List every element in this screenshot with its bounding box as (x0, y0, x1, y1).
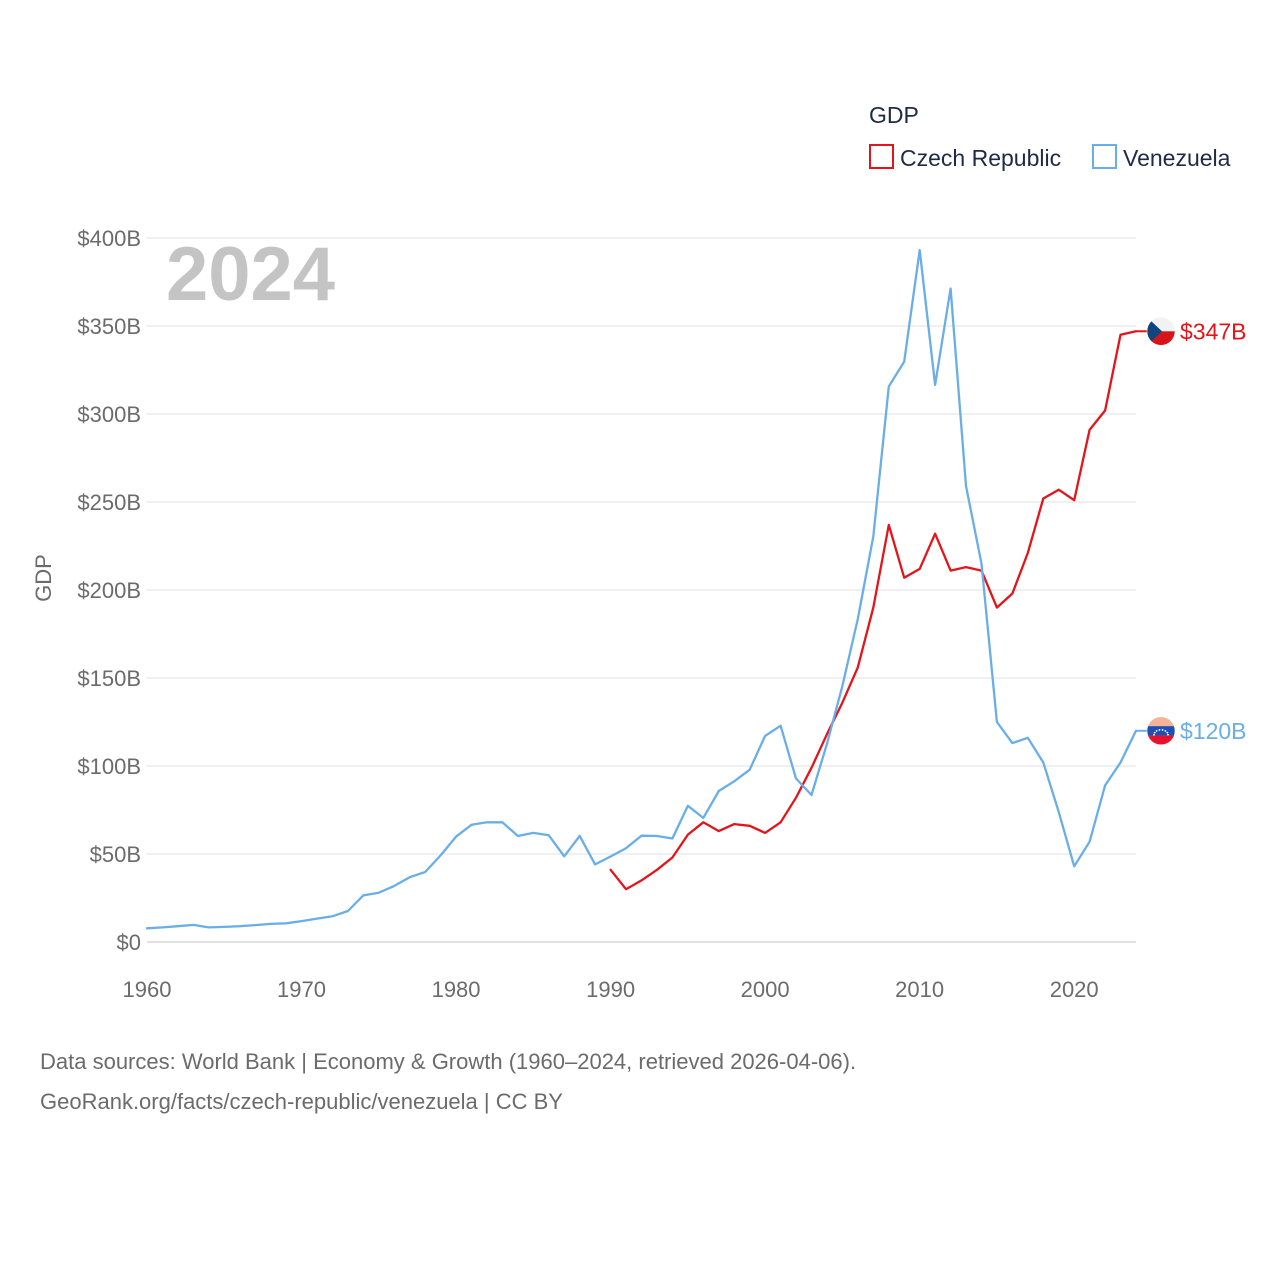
series-line-czech-republic (609, 330, 1138, 891)
source-note: Data sources: World Bank | Economy & Gro… (40, 1042, 856, 1122)
x-axis-ticks: 1960 1970 1980 1990 2000 2010 2020 (123, 977, 1099, 1002)
source-line-1: Data sources: World Bank | Economy & Gro… (40, 1049, 857, 1074)
legend-title: GDP (869, 102, 919, 128)
x-tick-label: 1990 (586, 977, 635, 1002)
czech-flag-icon (1147, 317, 1175, 346)
y-tick-label: $150B (77, 666, 141, 691)
legend-label-venezuela: Venezuela (1123, 145, 1231, 171)
y-tick-label: $400B (77, 226, 141, 251)
y-axis-label: GDP (31, 554, 56, 602)
x-tick-label: 2020 (1050, 977, 1099, 1002)
y-tick-label: $300B (77, 402, 141, 427)
y-tick-label: $350B (77, 314, 141, 339)
x-tick-label: 2000 (741, 977, 790, 1002)
legend-swatch-venezuela (1092, 144, 1117, 169)
x-tick-label: 2010 (895, 977, 944, 1002)
y-tick-label: $0 (117, 930, 141, 955)
legend-label-czech-republic: Czech Republic (900, 145, 1061, 171)
y-tick-label: $100B (77, 754, 141, 779)
x-tick-label: 1970 (277, 977, 326, 1002)
series-line-venezuela (145, 248, 1138, 930)
x-tick-label: 1960 (123, 977, 172, 1002)
end-value-label-czech-republic: $347B (1180, 318, 1247, 344)
end-value-label-venezuela: $120B (1180, 718, 1247, 744)
legend-item-czech-republic[interactable]: Czech Republic (869, 144, 1061, 171)
y-axis-ticks: $0 $50B $100B $150B $200B $250B $300B $350B $400… (77, 226, 141, 955)
current-year-label: 2024 (166, 232, 335, 317)
series-lines (145, 248, 1138, 930)
x-tick-label: 1980 (432, 977, 481, 1002)
y-tick-label: $50B (90, 842, 141, 867)
legend: GDP Czech Republic Venezuela (869, 102, 1231, 171)
y-tick-label: $250B (77, 490, 141, 515)
legend-swatch-czech-republic (869, 144, 894, 169)
y-tick-label: $200B (77, 578, 141, 603)
gridlines (147, 237, 1136, 943)
source-line-2[interactable]: GeoRank.org/facts/czech-republic/venezue… (40, 1089, 563, 1114)
venezuela-flag-icon (1147, 716, 1175, 745)
legend-item-venezuela[interactable]: Venezuela (1092, 144, 1231, 171)
series-end-markers: $347B $120B (1136, 317, 1247, 746)
